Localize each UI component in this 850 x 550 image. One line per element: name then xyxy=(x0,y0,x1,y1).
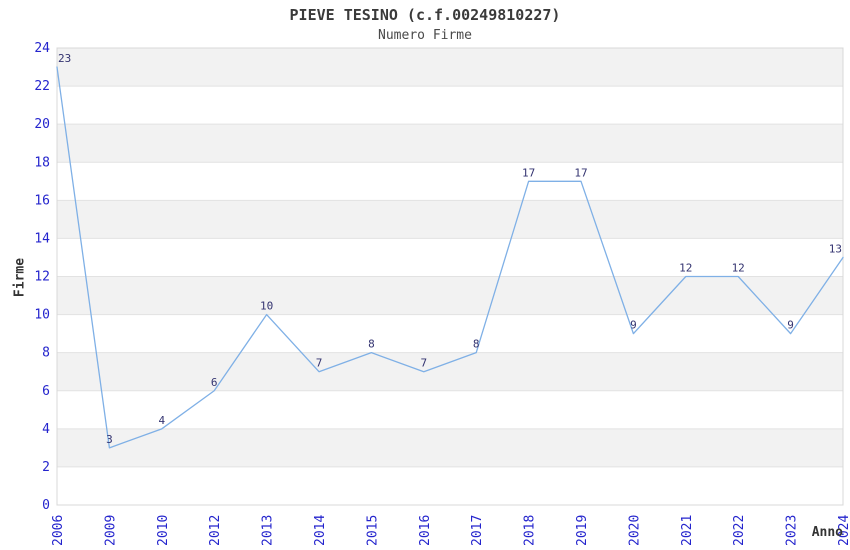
x-tick-label: 2015 xyxy=(365,515,380,546)
plot-border xyxy=(56,47,844,506)
y-tick-label: 2 xyxy=(42,460,50,475)
point-label: 23 xyxy=(58,52,71,65)
point-label: 10 xyxy=(260,300,273,313)
y-tick-label: 4 xyxy=(42,422,50,437)
plot-band xyxy=(57,390,843,429)
plot-band xyxy=(57,162,843,201)
x-tick-label: 2013 xyxy=(261,515,276,546)
chart-title: PIEVE TESINO (c.f.00249810227) xyxy=(289,6,561,24)
x-tick-label: 2023 xyxy=(785,515,800,546)
point-labels: 23 3 4 6 10 7 8 7 8 17 17 9 12 12 9 13 xyxy=(58,52,842,446)
y-tick-label: 14 xyxy=(34,231,50,246)
point-label: 7 xyxy=(420,357,427,370)
y-tick-label: 8 xyxy=(42,346,50,361)
point-label: 3 xyxy=(106,433,113,446)
plot-band xyxy=(57,352,843,391)
point-label: 8 xyxy=(368,338,375,351)
x-tick-label: 2016 xyxy=(418,515,433,546)
y-tick-label: 16 xyxy=(34,193,50,208)
plot-bands xyxy=(57,48,843,505)
x-axis-title: Anno xyxy=(811,525,843,540)
plot-band xyxy=(57,200,843,239)
plot-band xyxy=(57,276,843,315)
plot-band xyxy=(57,428,843,467)
y-tick-label: 0 xyxy=(42,498,50,513)
x-tick-label: 2012 xyxy=(208,515,223,546)
x-tick-label: 2010 xyxy=(156,515,171,546)
plot-border-rect xyxy=(56,47,844,506)
x-tick-label: 2019 xyxy=(575,515,590,546)
y-tick-label: 24 xyxy=(34,41,50,56)
plot-band xyxy=(57,238,843,277)
x-tick-label: 2021 xyxy=(680,515,695,546)
point-label: 17 xyxy=(574,166,587,179)
y-tick-label: 18 xyxy=(34,155,50,170)
point-label: 4 xyxy=(158,414,165,427)
point-label: 9 xyxy=(787,319,794,332)
x-tick-label: 2024 xyxy=(837,515,850,546)
y-axis-title: Firme xyxy=(12,257,28,298)
point-label: 9 xyxy=(630,319,637,332)
plot-band xyxy=(57,314,843,353)
series-polyline xyxy=(56,66,844,449)
y-tick-label: 12 xyxy=(34,270,50,285)
chart-subtitle: Numero Firme xyxy=(378,28,472,43)
plot-band xyxy=(57,48,843,87)
x-tick-label: 2022 xyxy=(732,515,747,546)
point-label: 6 xyxy=(211,376,218,389)
point-label: 7 xyxy=(316,357,323,370)
y-tick-label: 20 xyxy=(34,117,50,132)
x-tick-label: 2017 xyxy=(470,515,485,546)
plot-band xyxy=(57,86,843,125)
x-tick-label: 2018 xyxy=(523,515,538,546)
x-tick-label: 2020 xyxy=(627,515,642,546)
point-label: 12 xyxy=(679,262,692,275)
y-tick-label: 10 xyxy=(34,308,50,323)
point-label: 13 xyxy=(829,242,842,255)
y-tick-label: 22 xyxy=(34,79,50,94)
y-tick-label: 6 xyxy=(42,384,50,399)
x-tick-label: 2014 xyxy=(313,515,328,546)
x-tick-label: 2006 xyxy=(51,515,66,546)
point-label: 12 xyxy=(732,262,745,275)
plot-band xyxy=(57,124,843,163)
series-line xyxy=(56,66,844,449)
x-tick-label: 2009 xyxy=(103,515,118,546)
plot-band xyxy=(57,466,843,505)
point-label: 17 xyxy=(522,166,535,179)
x-axis-tick-labels: 2006 2009 2010 2012 2013 2014 2015 2016 2017 2018… xyxy=(51,515,850,546)
point-label: 8 xyxy=(473,338,480,351)
